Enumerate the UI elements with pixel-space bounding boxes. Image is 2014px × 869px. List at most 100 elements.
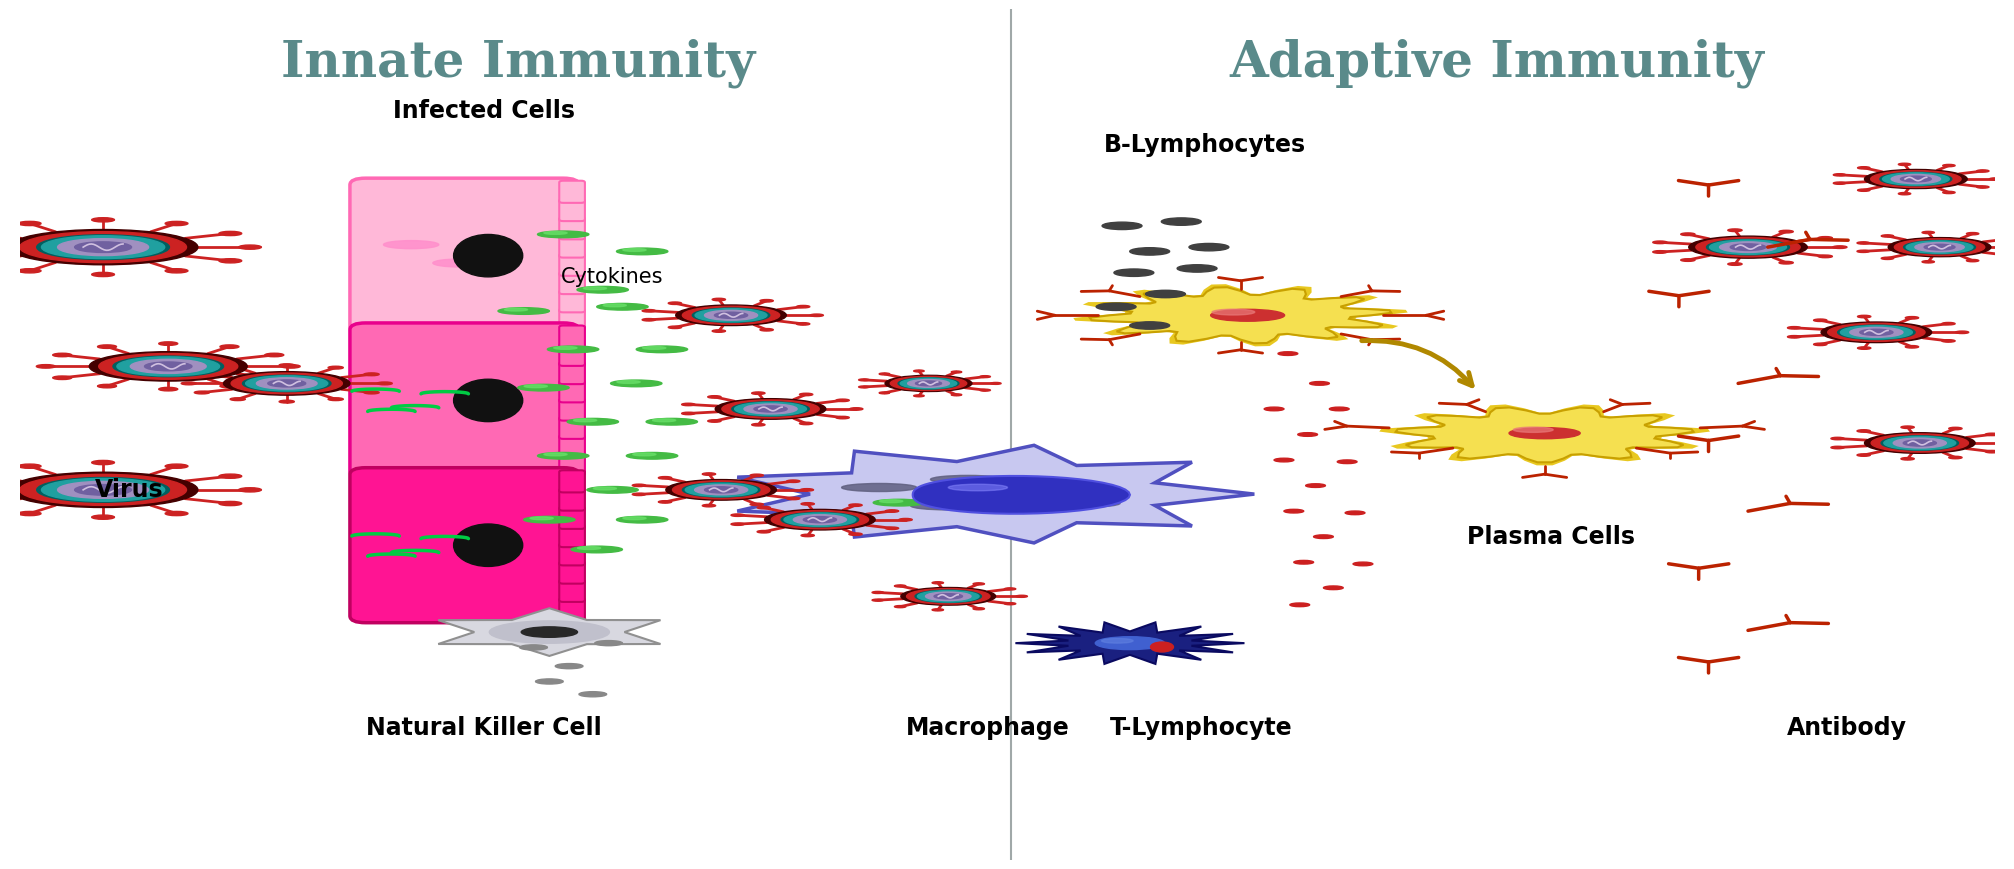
Ellipse shape — [1984, 450, 1998, 453]
Ellipse shape — [802, 534, 814, 537]
Ellipse shape — [749, 474, 763, 476]
FancyBboxPatch shape — [560, 470, 584, 493]
Ellipse shape — [781, 513, 858, 527]
Ellipse shape — [1941, 340, 1954, 342]
Ellipse shape — [1718, 242, 1776, 252]
Ellipse shape — [1891, 175, 1939, 183]
Ellipse shape — [238, 488, 262, 492]
Ellipse shape — [280, 364, 294, 367]
Ellipse shape — [858, 379, 868, 381]
Ellipse shape — [18, 511, 40, 515]
Ellipse shape — [1293, 561, 1313, 564]
Ellipse shape — [1913, 242, 1964, 252]
Ellipse shape — [858, 386, 868, 388]
Ellipse shape — [224, 372, 350, 395]
Ellipse shape — [1827, 323, 1923, 342]
Ellipse shape — [1778, 262, 1792, 264]
Ellipse shape — [18, 222, 40, 226]
Ellipse shape — [1893, 239, 1984, 255]
Ellipse shape — [548, 346, 598, 353]
Ellipse shape — [145, 362, 191, 371]
Polygon shape — [1073, 284, 1408, 347]
Ellipse shape — [924, 592, 971, 600]
Ellipse shape — [848, 533, 862, 535]
Ellipse shape — [1309, 381, 1329, 385]
Ellipse shape — [711, 298, 725, 301]
Ellipse shape — [1297, 433, 1317, 436]
FancyBboxPatch shape — [560, 507, 584, 529]
Ellipse shape — [2000, 254, 2012, 256]
Text: Infected Cells: Infected Cells — [393, 99, 574, 123]
FancyBboxPatch shape — [560, 272, 584, 294]
Ellipse shape — [721, 400, 820, 418]
Ellipse shape — [1837, 325, 1913, 340]
Ellipse shape — [884, 527, 898, 529]
Ellipse shape — [1726, 262, 1742, 265]
Ellipse shape — [878, 373, 890, 375]
Ellipse shape — [757, 530, 769, 533]
Ellipse shape — [705, 310, 757, 320]
Ellipse shape — [538, 453, 588, 459]
Ellipse shape — [220, 345, 240, 348]
Ellipse shape — [2000, 238, 2012, 241]
Ellipse shape — [804, 516, 836, 523]
Ellipse shape — [1096, 637, 1164, 650]
Ellipse shape — [796, 322, 810, 325]
Ellipse shape — [1817, 255, 1831, 258]
Ellipse shape — [453, 524, 522, 567]
Ellipse shape — [220, 231, 242, 235]
Ellipse shape — [910, 501, 985, 510]
Ellipse shape — [1839, 326, 1911, 339]
Ellipse shape — [1863, 169, 1966, 189]
Ellipse shape — [800, 393, 812, 395]
Ellipse shape — [75, 242, 131, 252]
Ellipse shape — [675, 305, 785, 326]
Ellipse shape — [1003, 587, 1015, 590]
Ellipse shape — [1651, 250, 1666, 253]
Ellipse shape — [707, 395, 721, 398]
Ellipse shape — [1130, 248, 1168, 255]
Ellipse shape — [836, 399, 848, 401]
Ellipse shape — [695, 485, 747, 494]
Ellipse shape — [759, 300, 773, 302]
Ellipse shape — [872, 500, 924, 506]
Ellipse shape — [681, 403, 695, 406]
Polygon shape — [737, 445, 1253, 543]
Ellipse shape — [1881, 257, 1893, 260]
Ellipse shape — [894, 585, 906, 587]
Ellipse shape — [1508, 428, 1579, 439]
Ellipse shape — [99, 354, 238, 379]
Polygon shape — [1378, 404, 1710, 466]
Ellipse shape — [530, 517, 554, 520]
Ellipse shape — [1003, 602, 1015, 605]
Ellipse shape — [659, 501, 671, 503]
Ellipse shape — [878, 392, 890, 394]
Ellipse shape — [743, 404, 798, 414]
Ellipse shape — [93, 272, 115, 276]
FancyBboxPatch shape — [560, 543, 584, 566]
Text: Adaptive Immunity: Adaptive Immunity — [1229, 38, 1764, 88]
Ellipse shape — [242, 375, 330, 392]
Ellipse shape — [1857, 454, 1869, 456]
Ellipse shape — [894, 606, 906, 607]
Ellipse shape — [97, 384, 117, 388]
Ellipse shape — [42, 235, 165, 259]
Ellipse shape — [1857, 242, 1869, 244]
Ellipse shape — [898, 519, 912, 521]
Ellipse shape — [1831, 437, 1843, 440]
Ellipse shape — [220, 474, 242, 478]
Ellipse shape — [1680, 233, 1694, 235]
Ellipse shape — [1859, 329, 1891, 335]
Ellipse shape — [979, 389, 991, 391]
Ellipse shape — [8, 472, 197, 507]
Ellipse shape — [1857, 347, 1869, 349]
Ellipse shape — [536, 679, 564, 684]
Ellipse shape — [757, 507, 769, 509]
Ellipse shape — [36, 235, 169, 260]
Ellipse shape — [1899, 458, 1913, 460]
Ellipse shape — [113, 356, 224, 376]
Ellipse shape — [912, 370, 924, 372]
Ellipse shape — [1277, 352, 1297, 355]
Ellipse shape — [622, 517, 646, 520]
Ellipse shape — [36, 477, 169, 502]
